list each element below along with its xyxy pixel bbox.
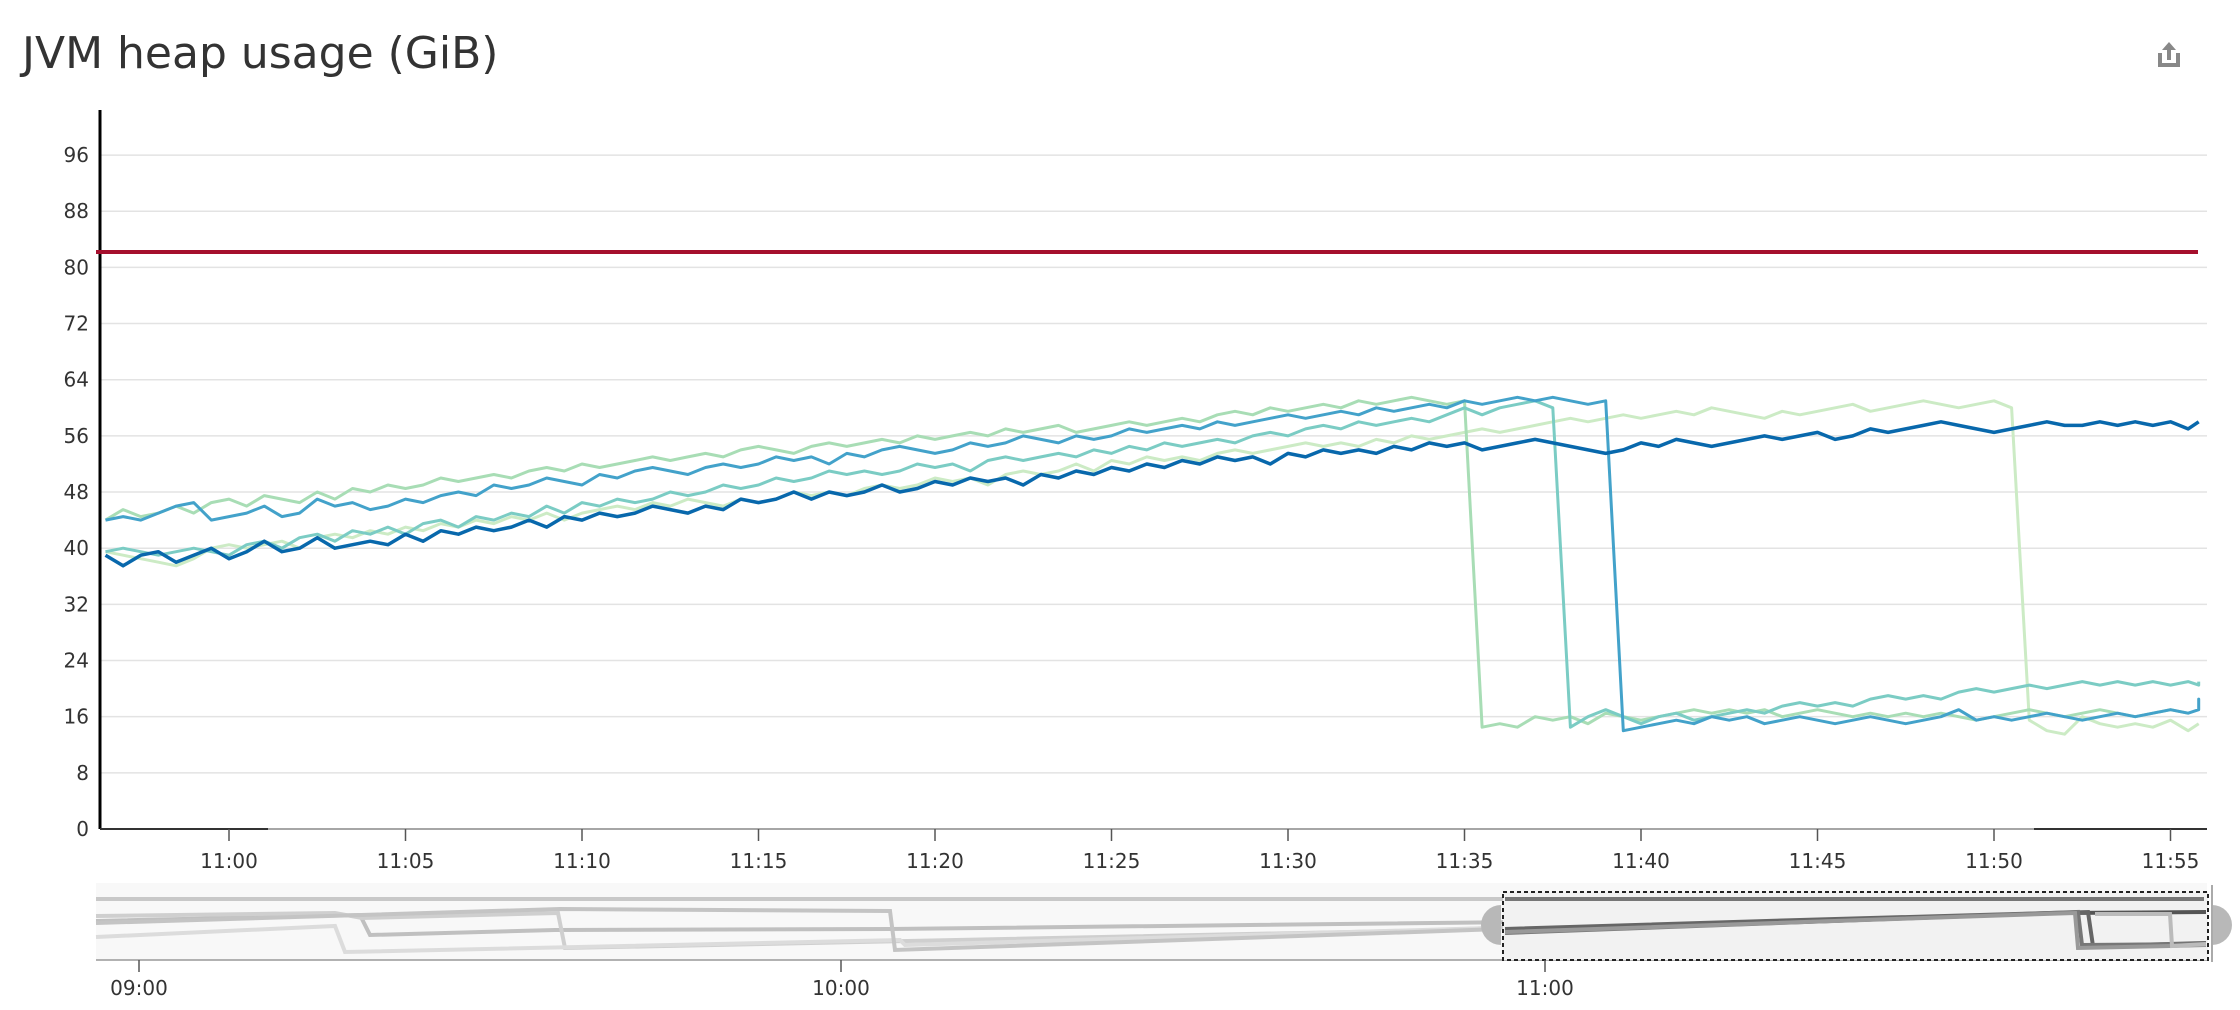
navigator-series [95, 923, 1491, 955]
y-tick-label: 96 [64, 143, 89, 167]
navigator-tick-label: 10:00 [812, 976, 870, 1000]
y-axis: 0 8 16 24 32 40 48 56 64 72 80 88 96 [64, 110, 102, 841]
x-tick-label: 11:45 [1789, 849, 1847, 873]
navigator-selected-series [2095, 912, 2207, 949]
gridlines [100, 154, 2207, 774]
navigator[interactable]: 09:00 10:00 11:00 [95, 883, 2232, 1000]
series-lines [104, 395, 2201, 736]
x-tick-label: 11:15 [730, 849, 788, 873]
y-tick-label: 40 [64, 536, 89, 560]
share-button[interactable] [2154, 38, 2184, 72]
x-tick-label: 11:20 [906, 849, 964, 873]
y-tick-label: 88 [64, 199, 89, 223]
chart-title: JVM heap usage (GiB) [22, 28, 499, 79]
y-tick-label: 16 [64, 705, 89, 729]
series-line-instance-2[interactable] [104, 395, 2189, 729]
series-line-instance-1[interactable] [105, 399, 2200, 736]
y-tick-label: 64 [64, 368, 89, 392]
series-line-instance-5[interactable] [104, 420, 2200, 568]
x-tick-label: 11:40 [1612, 849, 1670, 873]
navigator-series [95, 906, 1501, 953]
x-tick-label: 11:55 [2142, 849, 2200, 873]
y-tick-label: 32 [64, 592, 89, 616]
y-tick-label: 72 [64, 312, 89, 336]
navigator-left-handle[interactable] [1481, 905, 1501, 945]
x-tick-label: 11:50 [1965, 849, 2023, 873]
x-axis: 11:00 11:05 11:10 11:15 11:20 11:25 11:30 11:35… [100, 828, 2207, 873]
y-tick-label: 0 [76, 817, 89, 841]
y-tick-label: 48 [64, 480, 89, 504]
x-tick-label: 11:05 [377, 849, 435, 873]
x-tick-label: 11:25 [1083, 849, 1141, 873]
y-tick-label: 56 [64, 424, 89, 448]
y-tick-label: 8 [76, 761, 89, 785]
y-tick-label: 80 [64, 255, 89, 279]
y-tick-label: 24 [64, 649, 89, 673]
series-line-instance-4[interactable] [105, 395, 2201, 733]
series-line-instance-3[interactable] [105, 399, 2201, 729]
share-export-icon [2158, 42, 2180, 67]
x-tick-label: 11:35 [1436, 849, 1494, 873]
navigator-right-handle[interactable] [2212, 905, 2232, 945]
x-tick-label: 11:30 [1259, 849, 1317, 873]
navigator-tick-label: 11:00 [1516, 976, 1574, 1000]
navigator-tick-label: 09:00 [110, 976, 168, 1000]
x-tick-label: 11:00 [200, 849, 258, 873]
x-tick-label: 11:10 [553, 849, 611, 873]
